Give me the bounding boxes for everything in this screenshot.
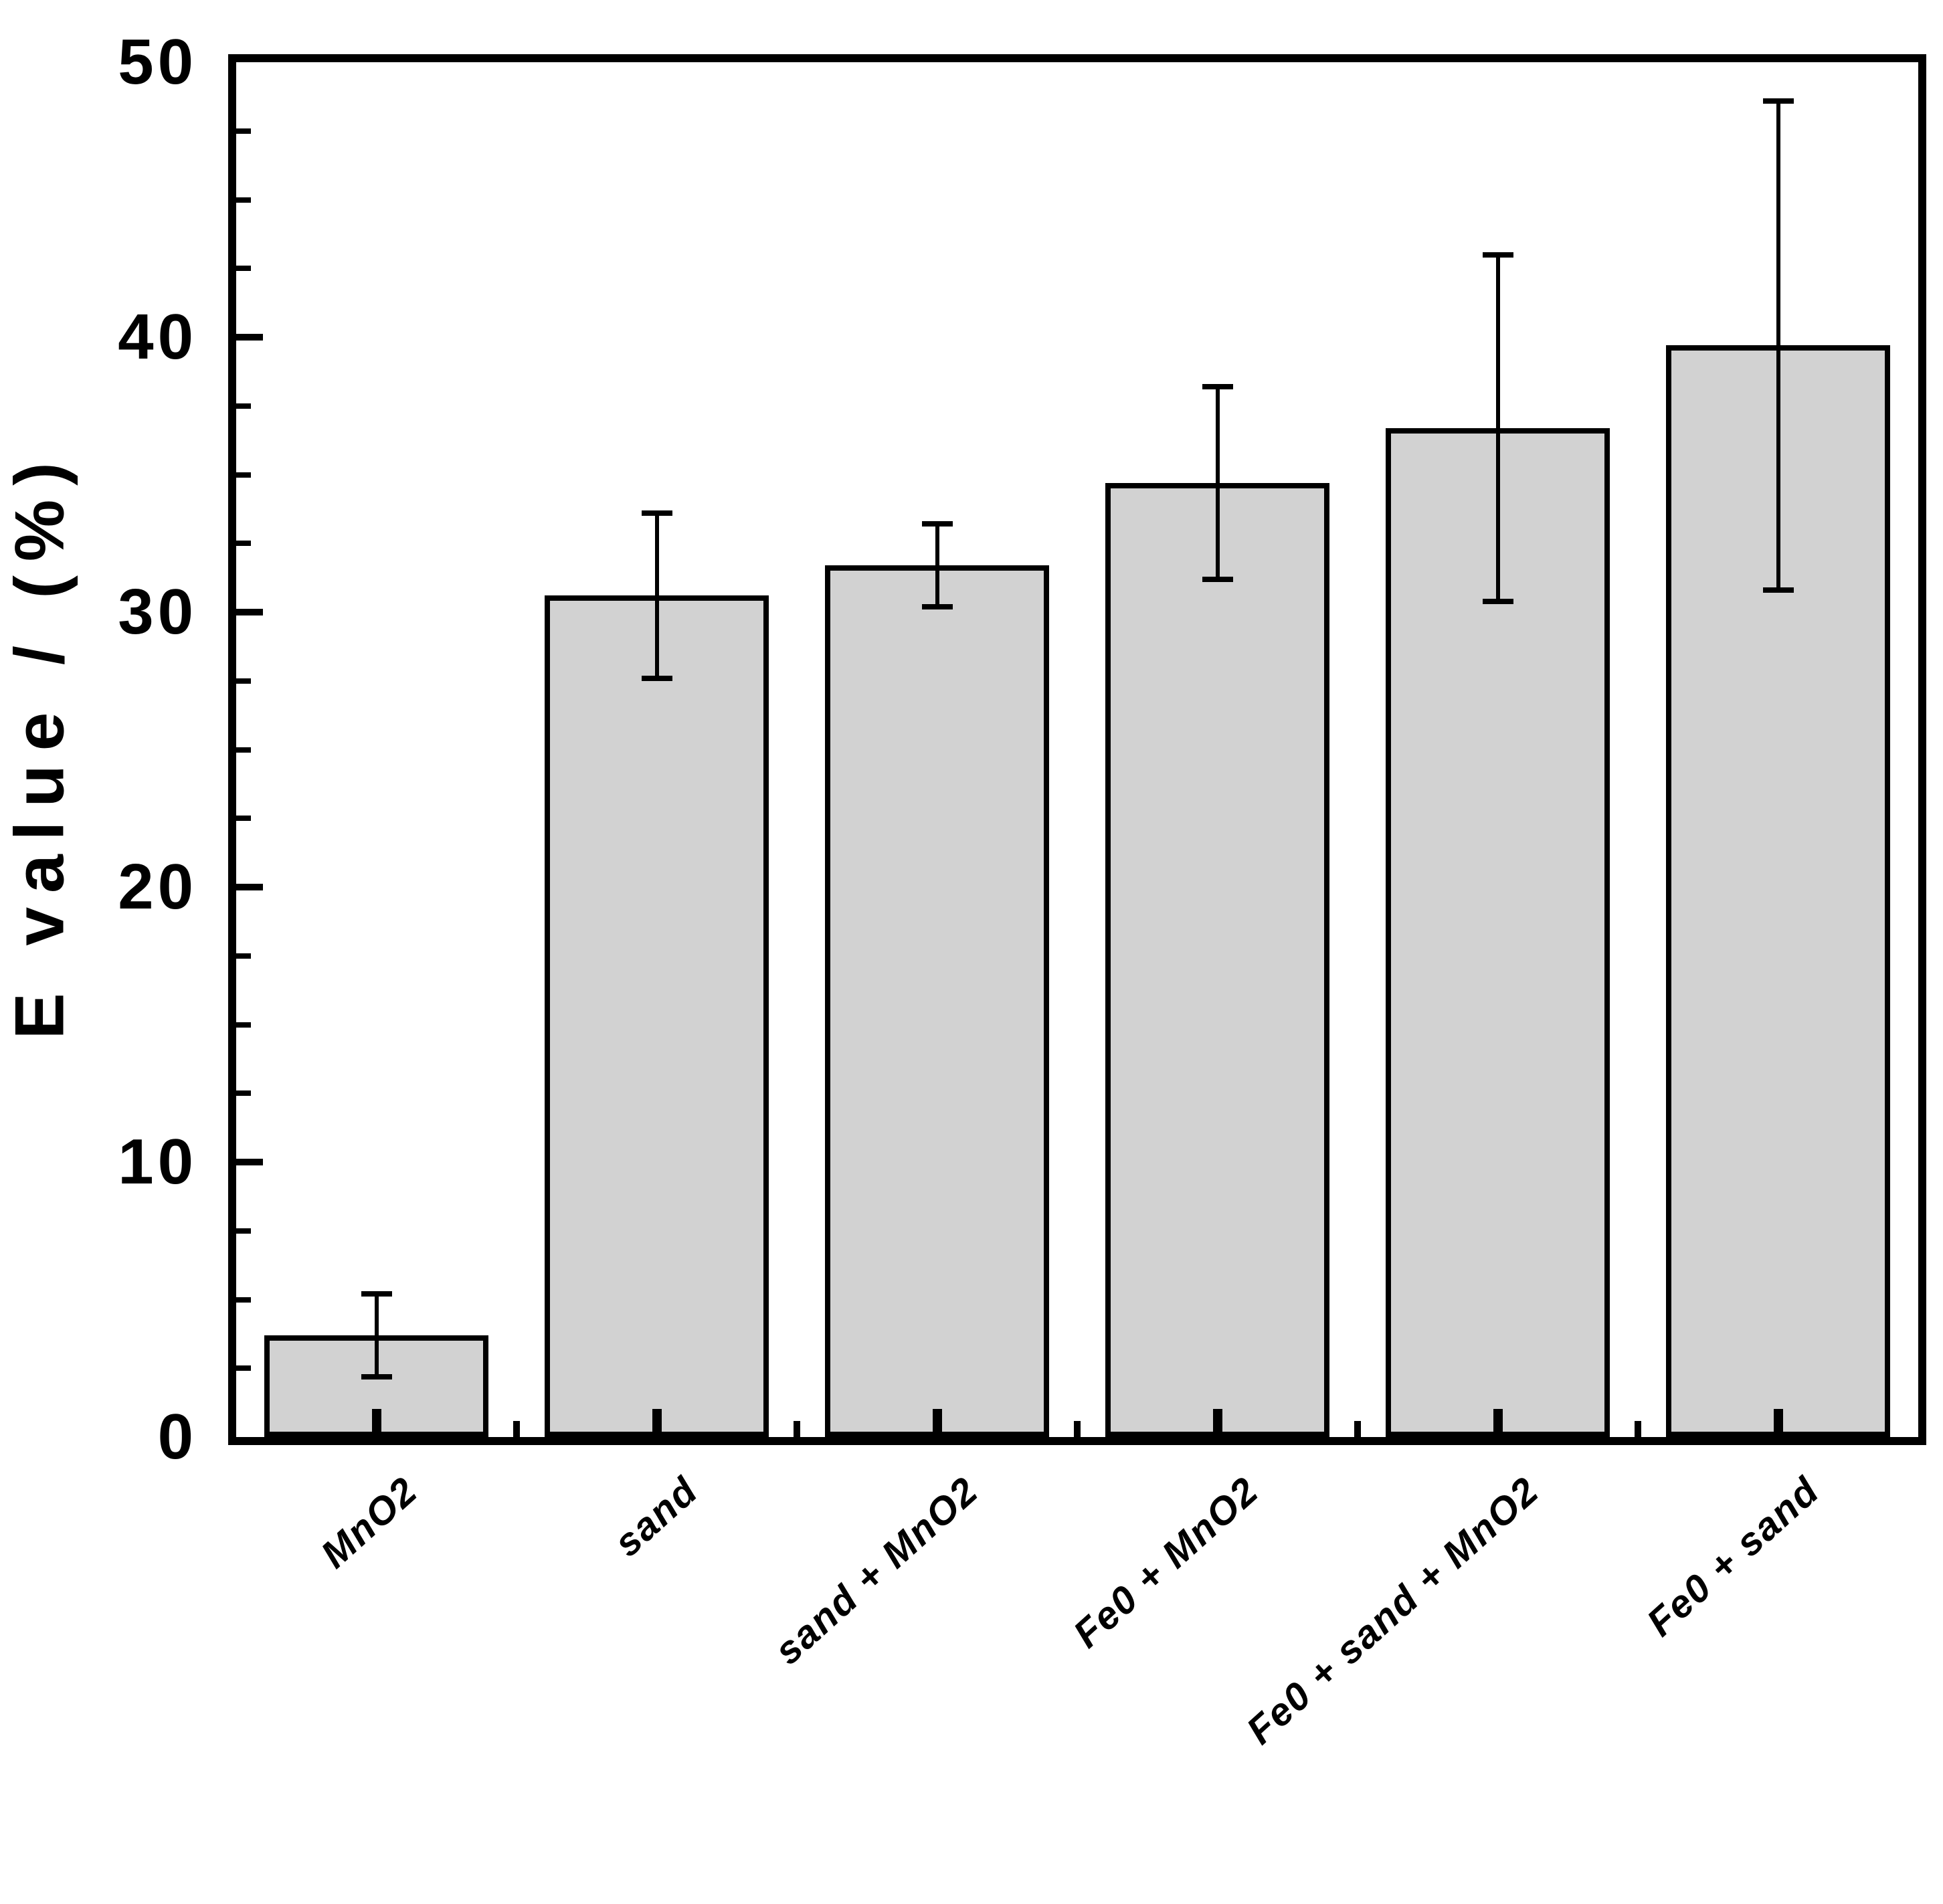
x-tick-label: sand + MnO2 [765,1468,986,1673]
y-axis-major-tick [236,884,263,890]
x-tick-label: Fe0 + MnO2 [1065,1468,1267,1656]
error-bar-cap-top [1762,98,1794,104]
plot-border [228,54,1926,1445]
x-axis-major-tick [932,1409,942,1437]
error-bar-cap-top [1482,252,1513,258]
y-axis-minor-tick [236,953,251,959]
x-axis-minor-tick [1354,1421,1361,1437]
error-bar-line [1215,386,1220,579]
x-axis-minor-tick [794,1421,800,1437]
bar-chart-figure: E value / (%) 0 10 20 30 40 50 MnO2 sand sand + … [1,26,1926,1753]
x-axis-major-tick [371,1409,381,1437]
y-axis-minor-tick [236,747,251,753]
error-bar-cap-top [1202,383,1233,389]
y-axis-major-tick [236,1159,263,1165]
error-bar-line [374,1294,379,1377]
x-axis-minor-tick [1074,1421,1081,1437]
x-axis-major-tick [1212,1409,1222,1437]
y-axis-major-tick [236,334,263,341]
y-tick-label: 40 [118,301,197,373]
y-tick-label: 20 [118,851,197,923]
error-bar-line [1776,100,1780,591]
y-axis-title: E value / (%) [1,448,79,1040]
error-bar-cap-bottom [361,1373,392,1379]
y-tick-label: 10 [118,1126,197,1198]
error-bar-cap-top [921,521,953,527]
y-axis-minor-tick [236,1297,251,1303]
x-axis-minor-tick [513,1421,520,1437]
y-axis-major-tick [236,609,263,615]
y-axis-minor-tick [236,197,251,203]
y-axis-minor-tick [236,472,251,478]
error-bar-cap-bottom [1202,576,1233,582]
y-axis-minor-tick [236,1365,251,1371]
bar-2 [545,595,769,1437]
y-axis-minor-tick [236,1090,251,1097]
error-bar-line [654,513,659,678]
error-bar-line [935,524,939,607]
x-axis-major-tick [1773,1409,1783,1437]
x-tick-label: Fe0 + sand + MnO2 [1238,1468,1547,1753]
y-axis-minor-tick [236,266,251,272]
plot-area [236,62,1918,1437]
y-tick-label: 0 [157,1401,197,1472]
x-tick-label: MnO2 [312,1468,426,1577]
y-axis-minor-tick [236,541,251,547]
x-tick-label: sand [605,1468,706,1565]
bar-4 [1105,482,1329,1437]
x-axis-major-tick [1493,1409,1503,1437]
y-axis-minor-tick [236,1228,251,1234]
y-axis-minor-tick [236,816,251,822]
y-axis-minor-tick [236,403,251,409]
error-bar-cap-top [361,1291,392,1297]
x-tick-label: Fe0 + sand [1638,1468,1827,1645]
error-bar-cap-bottom [641,675,672,681]
error-bar-cap-bottom [1482,598,1513,604]
y-axis-minor-tick [236,128,251,134]
error-bar-cap-top [641,510,672,516]
error-bar-cap-bottom [1762,587,1794,593]
error-bar-cap-bottom [921,603,953,609]
y-tick-label: 50 [118,26,197,98]
bar-3 [825,565,1049,1437]
y-tick-label: 30 [118,576,197,648]
x-axis-minor-tick [1635,1421,1641,1437]
y-axis-minor-tick [236,1022,251,1028]
y-axis-minor-tick [236,678,251,684]
error-bar-line [1495,254,1500,601]
x-axis-major-tick [652,1409,662,1437]
